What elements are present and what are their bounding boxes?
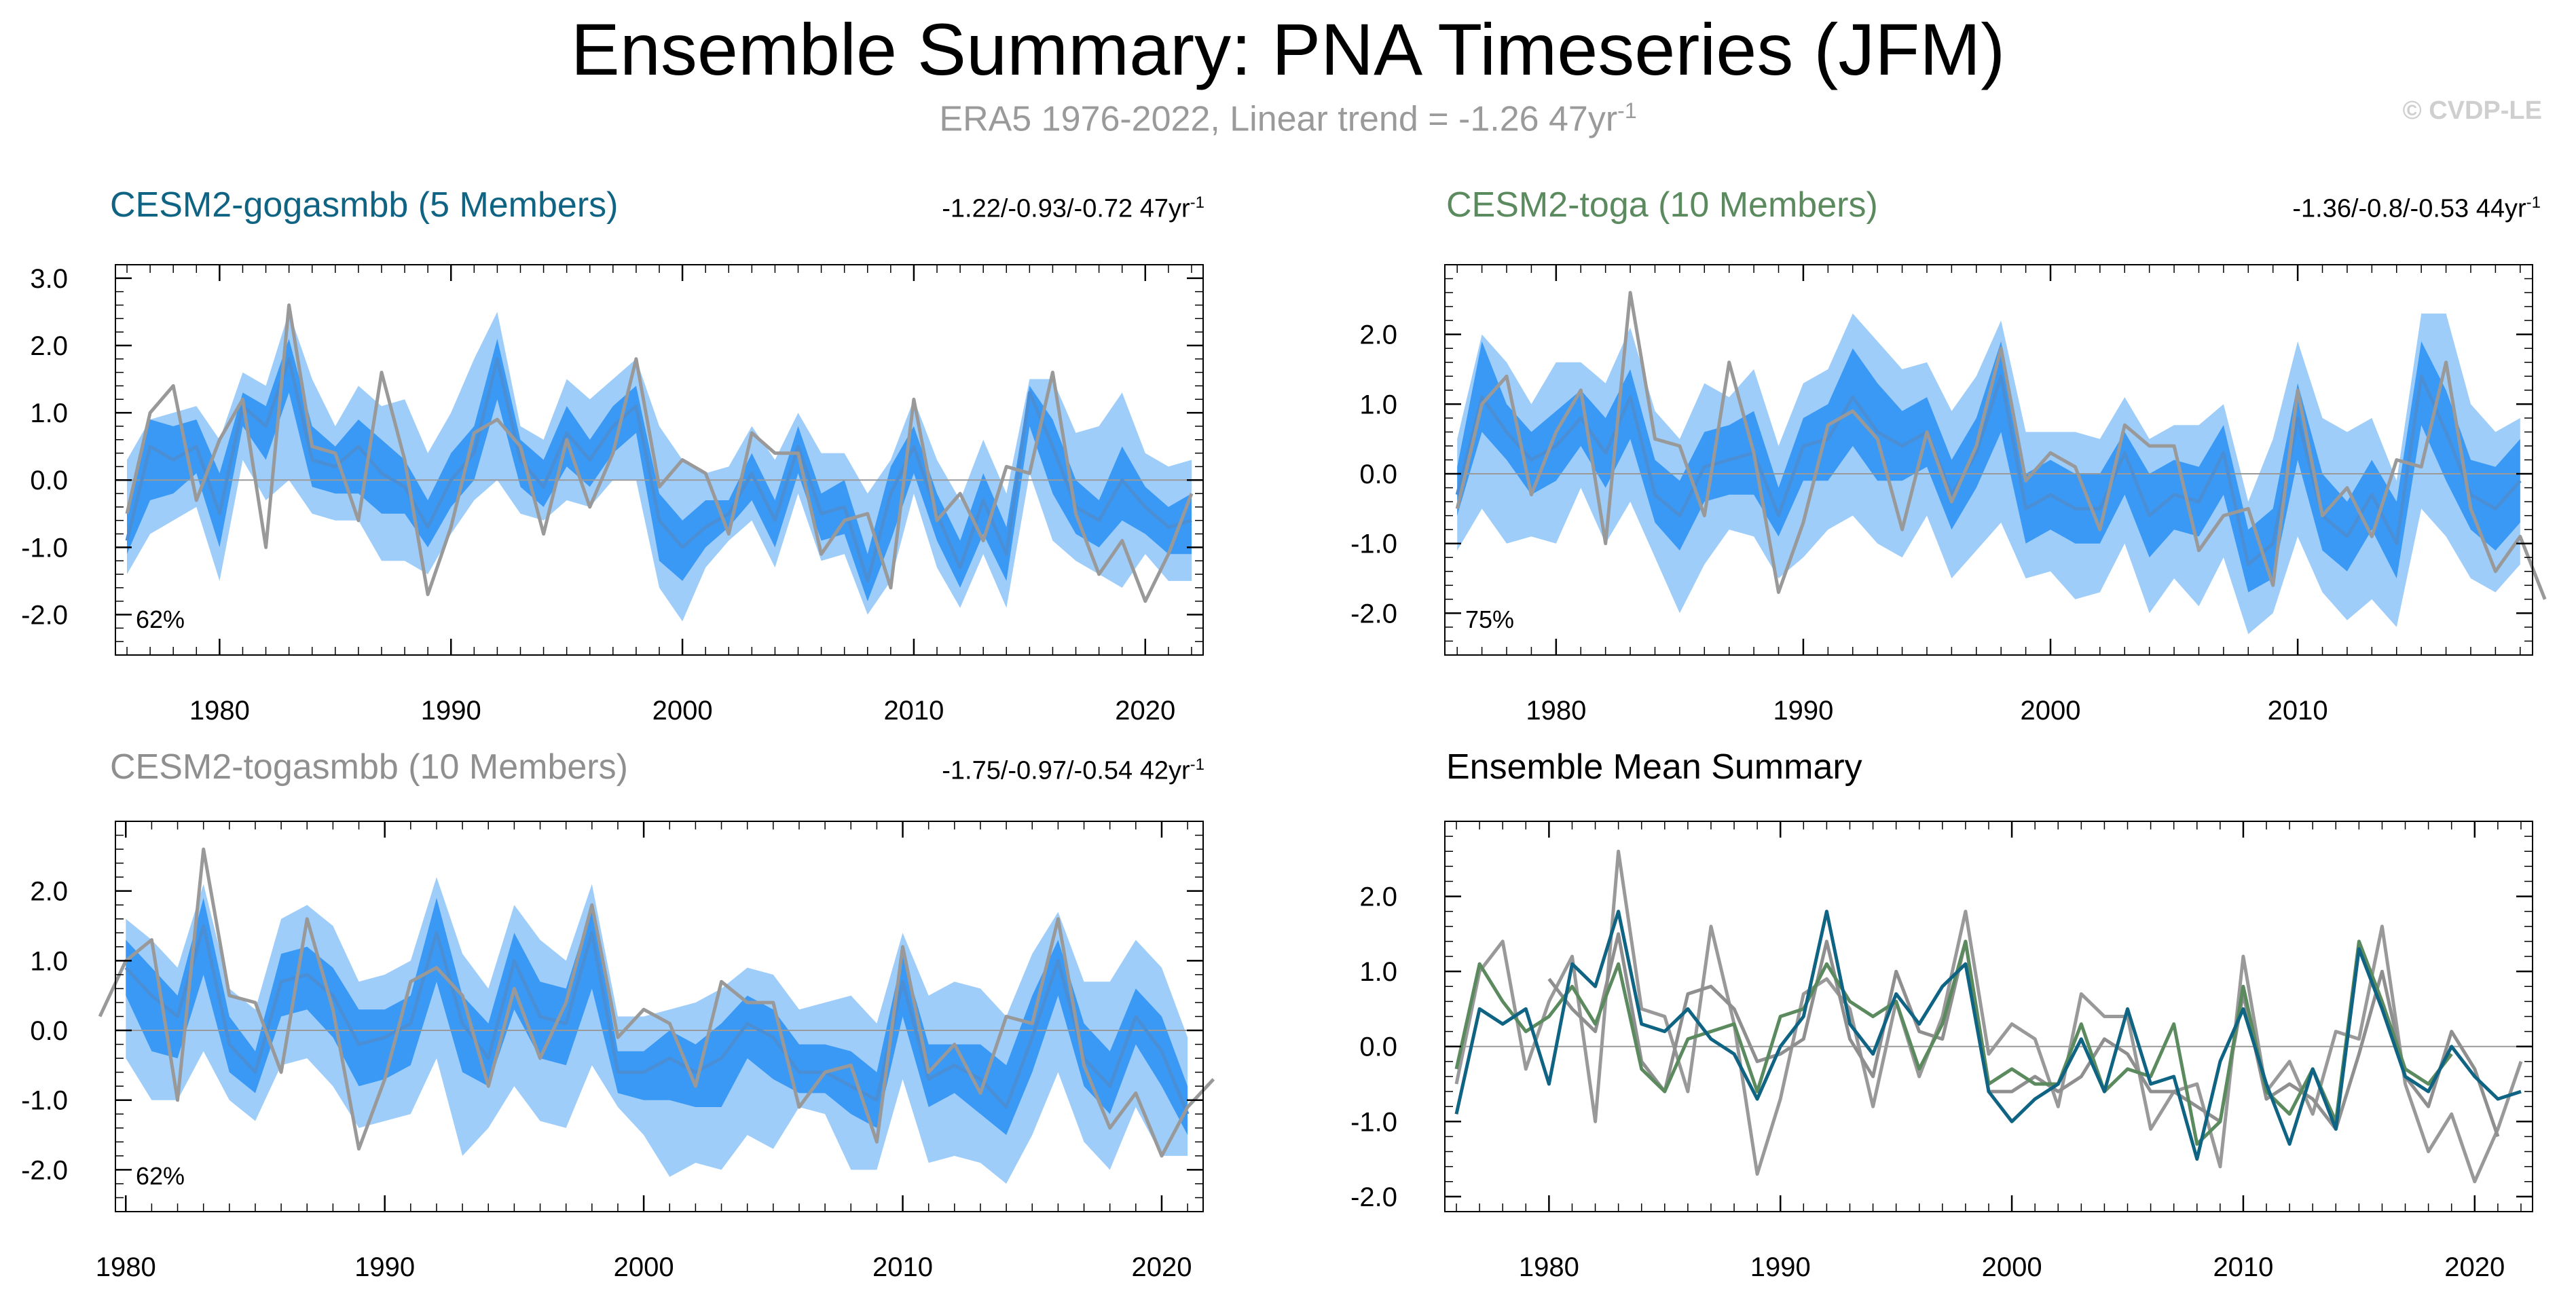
y-tick-label: -2.0 [1350,1182,1397,1212]
x-tick-label: 2020 [2444,1252,2505,1282]
x-tick-label: 2010 [883,696,944,726]
x-tick-label: 1990 [1773,696,1833,726]
chart-ensemble-mean-summary: 1980 1990 2000 2010 2020 -2.0 -1.0 0.0 1.0 2.0 [1350,821,2533,1282]
panel-title-gogasmbb: CESM2-gogasmbb (5 Members) [110,185,619,225]
main-title: Ensemble Summary: PNA Timeseries (JFM) [570,8,2006,90]
panel-trend-gogasmbb: -1.22/-0.93/-0.72 47yr-1 [942,193,1204,224]
series-line-era5 [1454,849,2523,1184]
x-tick-label: 2010 [2268,696,2328,726]
x-tick-label: 1980 [189,696,250,726]
panel-title-togasmbb: CESM2-togasmbb (10 Members) [110,747,628,787]
y-tick-label: -1.0 [21,533,68,563]
y-tick-label: 0.0 [1359,1032,1397,1062]
panel-title-toga: CESM2-toga (10 Members) [1446,185,1878,225]
y-tick-label: 1.0 [30,398,68,428]
trend-text: -1.75/-0.97/-0.54 42yr [942,756,1190,785]
series-line-cesm2-toga [1454,939,2453,1146]
x-tick-label: 2000 [652,696,713,726]
y-tick-label: -1.0 [1350,529,1397,559]
chart-toga: 1980 1990 2000 2010 -2.0 -1.0 0.0 1.0 2.0 75% [1350,264,2547,726]
y-tick-label: 2.0 [1359,882,1397,912]
x-tick-label: 2020 [1131,1252,1192,1282]
y-tick-label: 0.0 [30,466,68,496]
chart-togasmbb: 1980 1990 2000 2010 2020 -2.0 -1.0 0.0 1.0 2.0 62% [21,821,1215,1282]
percent-label: 62% [136,1162,185,1190]
trend-text: -1.22/-0.93/-0.72 47yr [942,194,1190,223]
y-tick-label: 2.0 [1359,320,1397,350]
y-tick-label: -2.0 [21,1155,68,1185]
subtitle: ERA5 1976-2022, Linear trend = -1.26 47y… [0,98,2576,139]
y-tick-label: 3.0 [30,264,68,294]
x-tick-label: 1990 [354,1252,415,1282]
y-tick-label: -2.0 [21,601,68,631]
y-tick-label: -1.0 [1350,1107,1397,1137]
x-tick-label: 2000 [1982,1252,2042,1282]
ensemble-mean-line [1455,374,2522,566]
band-25-75 [126,897,1188,1136]
x-tick-label: 2000 [614,1252,674,1282]
era5-line [1455,291,2547,600]
credit-label: © CVDP-LE [2402,96,2542,125]
x-tick-label: 1980 [1519,1252,1579,1282]
y-tick-label: -2.0 [1350,599,1397,629]
ensemble-mean-line [125,357,1192,583]
y-tick-label: -1.0 [21,1086,68,1116]
era5-line [98,847,1215,1158]
subtitle-exponent: -1 [1617,98,1637,123]
series-line-cesm2-togasmbb [1547,932,2500,1138]
x-tick-label: 1990 [1750,1252,1811,1282]
trend-exponent: -1 [1190,755,1204,774]
y-tick-label: 0.0 [1359,460,1397,489]
panel-title-ensemble-mean: Ensemble Mean Summary [1446,747,1862,787]
trend-exponent: -1 [1190,193,1204,212]
band-10-90 [127,312,1192,622]
y-tick-label: 1.0 [1359,390,1397,419]
x-tick-label: 1990 [421,696,481,726]
x-tick-label: 2010 [2213,1252,2273,1282]
trend-exponent: -1 [2526,193,2541,212]
era5-line [125,303,1194,603]
y-tick-label: 1.0 [1359,957,1397,987]
x-tick-label: 1980 [1526,696,1586,726]
y-tick-label: 1.0 [30,946,68,976]
subtitle-text: ERA5 1976-2022, Linear trend = -1.26 47y… [939,99,1618,139]
chart-gogasmbb: 1980 1990 2000 2010 2020 -2.0 -1.0 0.0 1.0 2.0 3.0… [21,264,1204,726]
panel-trend-toga: -1.36/-0.8/-0.53 44yr-1 [2292,193,2541,224]
x-tick-label: 2010 [872,1252,933,1282]
series-line-cesm2-gogasmbb [1454,910,2522,1161]
x-tick-label: 2020 [1115,696,1175,726]
y-tick-label: 2.0 [30,331,68,361]
percent-label: 62% [136,605,185,633]
x-tick-label: 2000 [2021,696,2081,726]
y-tick-label: 0.0 [30,1016,68,1046]
panel-trend-togasmbb: -1.75/-0.97/-0.54 42yr-1 [942,755,1204,786]
ensemble-mean-line [124,924,1190,1115]
y-tick-label: 2.0 [30,877,68,907]
trend-text: -1.36/-0.8/-0.53 44yr [2292,194,2526,223]
x-tick-label: 1980 [96,1252,156,1282]
percent-label: 75% [1465,605,1514,633]
